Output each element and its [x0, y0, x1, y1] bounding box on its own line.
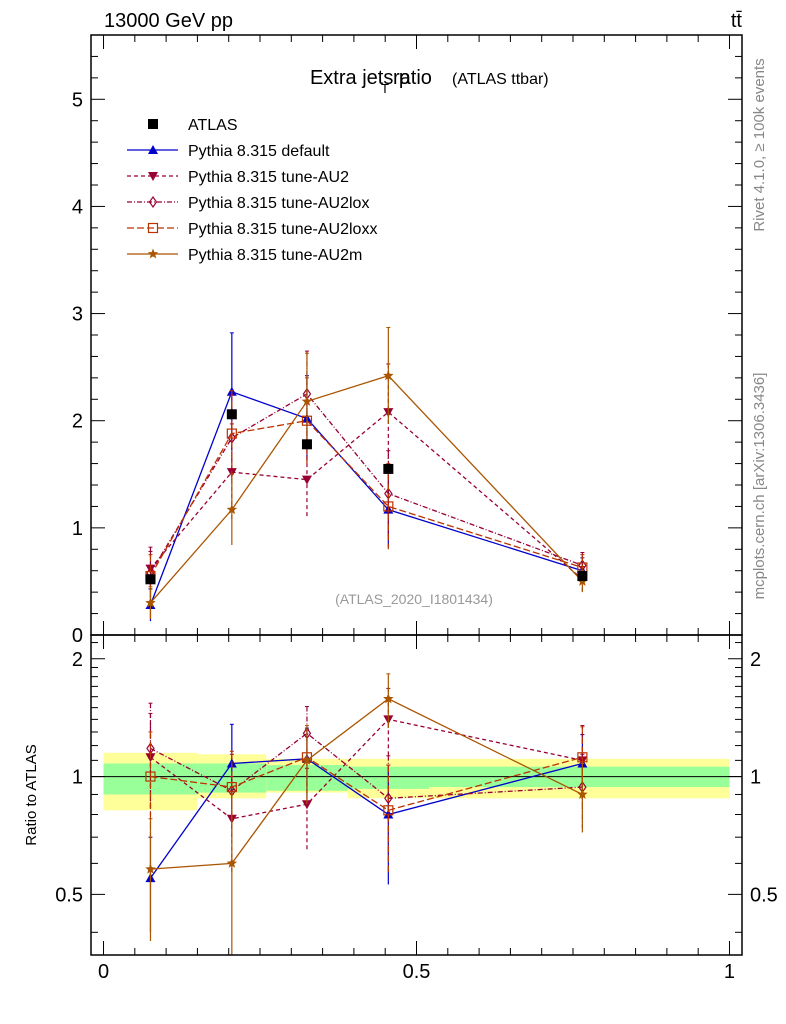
atlas-data-points: [145, 409, 588, 585]
atlas-point: [145, 574, 156, 585]
ratio-point: [226, 781, 237, 793]
legend-label-atlas: ATLAS: [188, 117, 238, 134]
legend-marker-1: [148, 172, 158, 181]
legend: ATLAS Pythia 8.315 default Pythia 8.315 tu…: [127, 117, 377, 264]
rivet-version-label: Rivet 4.1.0, ≥ 100k events: [751, 58, 768, 231]
data-point: [301, 475, 312, 485]
ratio-series-4: [145, 673, 588, 955]
mcplots-url-label: mcplots.cern.ch [arXiv:1306.3436]: [751, 373, 768, 600]
ratio-point: [384, 792, 393, 805]
ratio-tick-label: 1: [72, 767, 83, 789]
ratio-point: [577, 752, 588, 763]
ratio-line-2: [150, 732, 583, 799]
data-point: [226, 504, 238, 515]
ratio-plot-panel: 0.5 0.5 1 1 2 2 Ratio to ATLAS: [23, 634, 778, 956]
x-tick-label: 1: [724, 961, 735, 983]
data-point: [383, 370, 394, 381]
series-1: [145, 363, 588, 593]
series-3: [145, 377, 588, 598]
legend-marker-4: [147, 248, 159, 259]
legend-label-0: Pythia 8.315 default: [188, 143, 330, 160]
ratio-point: [577, 789, 588, 799]
series-line-4: [149, 374, 583, 604]
header-process-label: tt̄: [731, 10, 743, 32]
legend-label-1: Pythia 8.315 tune-AU2: [188, 169, 349, 186]
y-tick-label: 1: [72, 518, 83, 540]
ratio-tick-label: 0.5: [55, 884, 83, 906]
y-tick-label: 2: [72, 411, 83, 433]
atlas-point: [383, 463, 394, 474]
ratio-y-axis-label: Ratio to ATLAS: [23, 744, 40, 845]
data-point: [145, 597, 156, 608]
ratio-point: [145, 863, 156, 874]
series-2: [146, 350, 587, 595]
main-plot-panel: 0 1 2 3 4 5 Extra jets p T ratio (ATLAS ttbar…: [72, 34, 743, 647]
ratio-tick-label: 2: [72, 649, 83, 671]
data-point: [226, 428, 237, 439]
y-tick-label: 4: [72, 196, 83, 218]
ratio-point: [301, 800, 312, 810]
y-tick-label: 5: [72, 89, 83, 111]
x-tick-label: 0.5: [403, 961, 431, 983]
header-energy-label: 13000 GeV pp: [104, 10, 233, 32]
x-tick-label: 0: [98, 961, 109, 983]
ratio-point: [226, 857, 238, 868]
atlas-point: [577, 571, 588, 582]
legend-marker-0: [148, 145, 158, 154]
series-line-1: [149, 411, 583, 580]
analysis-watermark: (ATLAS_2020_I1801434): [335, 591, 493, 607]
legend-marker-2: [148, 195, 158, 209]
ratio-point: [383, 805, 394, 816]
chart-title-suffix: (ATLAS ttbar): [452, 71, 549, 88]
ratio-point: [383, 809, 394, 819]
legend-label-3: Pythia 8.315 tune-AU2loxx: [188, 221, 377, 238]
series-line-3: [149, 420, 583, 577]
data-point: [301, 395, 313, 406]
series-0: [145, 332, 588, 622]
ratio-point: [383, 693, 394, 704]
atlas-point: [301, 439, 312, 450]
series-4: [145, 327, 588, 619]
chart-title-rest: ratio: [393, 67, 432, 89]
ratio-tick-label-right: 2: [750, 649, 761, 671]
y-tick-label: 0: [72, 625, 83, 647]
ratio-point: [301, 754, 313, 765]
data-point: [383, 501, 394, 512]
ratio-point: [145, 771, 156, 782]
ratio-tick-label-right: 1: [750, 767, 761, 789]
series-line-0: [149, 390, 583, 606]
uncertainty-bands: [103, 752, 730, 811]
legend-marker-3: [147, 222, 159, 234]
legend-label-4: Pythia 8.315 tune-AU2m: [188, 247, 362, 264]
chart-title-subscript: T: [381, 81, 389, 96]
ratio-tick-label-right: 0.5: [750, 884, 778, 906]
legend-marker-atlas: [148, 119, 158, 129]
y-tick-label: 3: [72, 304, 83, 326]
chart-title: Extra jets p: [310, 67, 410, 89]
atlas-point: [226, 409, 237, 420]
legend-label-2: Pythia 8.315 tune-AU2lox: [188, 195, 369, 212]
